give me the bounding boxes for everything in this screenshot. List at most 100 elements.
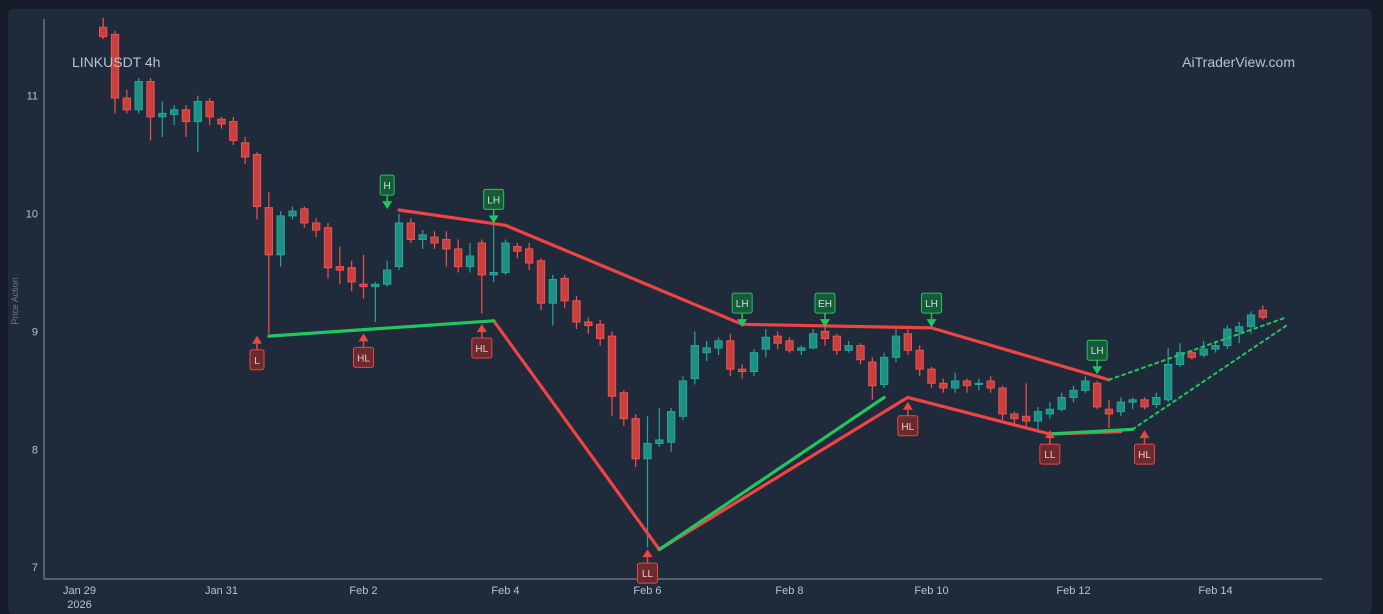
candle-body [335, 266, 345, 271]
candle [749, 349, 759, 377]
candle-body [761, 336, 771, 350]
candle [418, 230, 427, 249]
swing-marker: H [379, 174, 395, 210]
candle [371, 281, 380, 322]
swing-marker: LH [1086, 339, 1108, 375]
uptrend-line [1048, 427, 1135, 436]
candle-body [1211, 345, 1220, 350]
candle-body [489, 271, 498, 276]
candle [1092, 380, 1102, 410]
candle-body [548, 279, 558, 304]
candle-body [986, 380, 995, 389]
candle-body [1104, 408, 1114, 415]
marker-badge [1039, 443, 1061, 465]
swing-marker: L [249, 335, 265, 371]
candle-body [903, 333, 913, 351]
candle-body [1128, 399, 1137, 403]
candle [773, 331, 782, 350]
candle [335, 246, 345, 285]
y-tick-label: 10 [26, 209, 38, 221]
marker-arrow [902, 401, 913, 410]
candle [98, 17, 108, 40]
x-tick-label: Jan 29 [63, 585, 96, 597]
candle [690, 331, 700, 385]
candle-body [714, 340, 723, 349]
candle [1140, 397, 1149, 410]
candle-body [1140, 399, 1149, 408]
candle-body [276, 215, 285, 256]
candle [264, 192, 274, 334]
candle-body [205, 101, 214, 118]
candle [489, 222, 498, 282]
candle [714, 337, 723, 355]
candle [856, 343, 865, 365]
candle [1199, 340, 1208, 358]
x-tick-label: Jan 31 [205, 585, 238, 597]
marker-label: LH [487, 195, 500, 206]
candle [986, 376, 995, 393]
candle-body [749, 352, 759, 373]
candle [1187, 350, 1197, 360]
candle [655, 408, 664, 447]
marker-arrow [488, 215, 499, 224]
y-tick-label: 11 [27, 91, 38, 103]
y-tick-label: 9 [32, 326, 38, 338]
marker-arrow [382, 201, 393, 210]
marker-arrow [252, 335, 262, 344]
candle [939, 378, 948, 393]
swing-marker: EH [814, 292, 836, 328]
candle [229, 116, 238, 146]
candle [832, 333, 842, 355]
candle-body [690, 345, 700, 380]
marker-arrow [476, 323, 487, 332]
uptrend-line [657, 395, 886, 552]
candle-body [1152, 396, 1161, 406]
candle-body [1021, 415, 1031, 422]
x-tick-label: Feb 14 [1198, 585, 1232, 597]
marker-badge [1134, 443, 1155, 465]
uptrend-line [267, 319, 496, 338]
candle-body [1234, 326, 1244, 332]
candle-body [655, 439, 664, 444]
candle [844, 340, 853, 353]
swing-marker: LH [921, 292, 942, 328]
candle-body [134, 80, 143, 111]
candle [134, 77, 143, 114]
marker-badge [637, 562, 658, 584]
y-axis-label: Price Action [10, 277, 20, 325]
candle-body [240, 142, 250, 158]
chart-panel: Price Action 7 8 9 10 11 Jan 29 2026 Jan 31 Feb… [8, 9, 1372, 614]
candle [761, 329, 771, 358]
candle-body [418, 234, 427, 240]
candle [288, 206, 297, 220]
candle [394, 213, 404, 271]
marker-label: HL [901, 422, 914, 433]
candle-body [666, 411, 676, 443]
candle [122, 89, 132, 114]
candle-body [288, 210, 297, 217]
candle-body [607, 335, 617, 397]
candle [595, 319, 605, 346]
candle [974, 378, 984, 391]
candle [915, 345, 924, 377]
candles [98, 17, 1268, 548]
candle-body [797, 347, 806, 351]
candle-body [891, 335, 901, 358]
candle [430, 231, 439, 249]
candle-body [879, 356, 889, 385]
candle-body [1092, 382, 1102, 408]
candle [524, 243, 534, 271]
candle [323, 222, 333, 279]
candle-body [1057, 396, 1066, 410]
marker-badge [483, 188, 505, 210]
candle-body [1175, 352, 1185, 365]
x-tick-label: Feb 6 [633, 585, 661, 597]
candle-body [394, 222, 404, 268]
marker-arrow [737, 319, 748, 328]
candle [1033, 406, 1043, 433]
candle-body [501, 242, 510, 273]
candle [631, 413, 640, 467]
structure-lines [267, 208, 1288, 552]
candle [193, 95, 203, 153]
